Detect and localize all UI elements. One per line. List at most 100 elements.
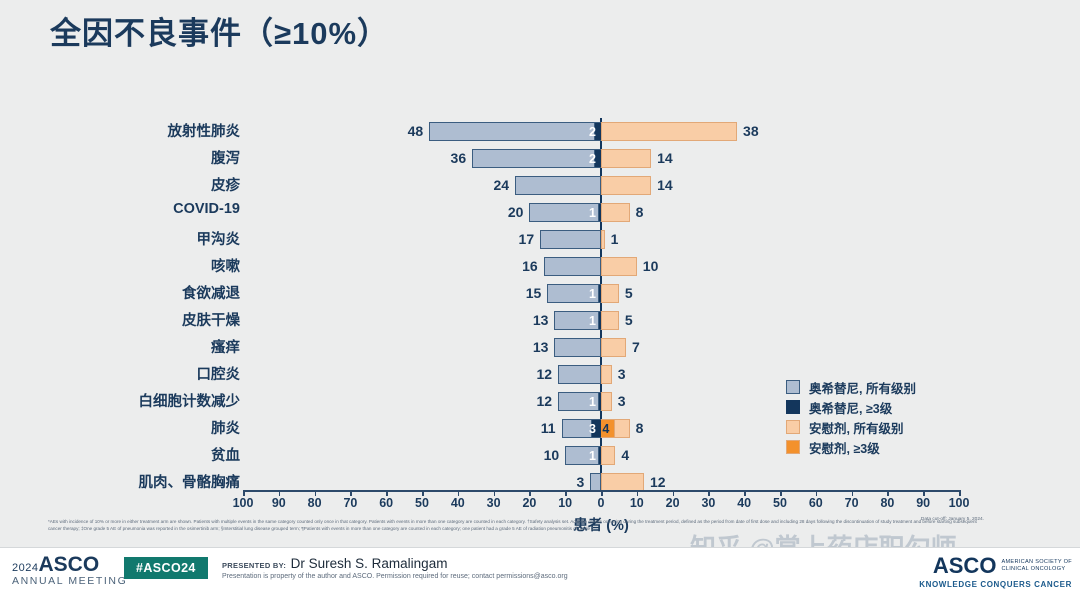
bar-value-osimertinib-total: 12 <box>536 366 553 382</box>
page-title: 全因不良事件（≥10%） <box>50 16 390 51</box>
legend-label: 安慰剂, ≥3级 <box>809 441 880 456</box>
axis-tick <box>422 490 424 496</box>
asco-year-line: 2024ASCO <box>12 554 127 575</box>
chart-row: 咳嗽 16 10 <box>0 253 1080 280</box>
category-label: 放射性肺炎 <box>167 124 241 140</box>
asco-year: 2024 <box>12 562 39 574</box>
bar-osimertinib: 2 <box>429 122 602 141</box>
presented-by: PRESENTED BY: Dr Suresh S. Ramalingam <box>222 555 447 573</box>
bar-placebo <box>601 311 619 330</box>
axis-tick <box>780 490 782 496</box>
bar-value-placebo-total: 8 <box>635 204 644 220</box>
category-label: 肺炎 <box>211 421 240 437</box>
bar-value-osimertinib-total: 3 <box>576 474 585 490</box>
bar-osimertinib: 1 <box>558 392 602 411</box>
bar-value-osimertinib-total: 36 <box>450 150 467 166</box>
axis-tick-label: 70 <box>343 496 358 510</box>
bar-value-placebo-total: 38 <box>743 123 759 139</box>
bar-value-osimertinib-total: 16 <box>522 258 538 274</box>
category-label: 甲沟炎 <box>196 232 241 248</box>
bar-placebo <box>601 257 637 276</box>
chart-row: 甲沟炎 17 1 <box>0 226 1080 253</box>
bar-osimertinib <box>543 257 601 276</box>
bar-value-placebo-severe: 4 <box>602 421 610 436</box>
chart-row: 白细胞计数减少 1 12 3 <box>0 388 1080 415</box>
bar-osimertinib <box>540 230 601 249</box>
presenter-name: Dr Suresh S. Ramalingam <box>290 556 448 571</box>
bar-value-placebo-total: 4 <box>621 447 630 463</box>
axis-tick <box>386 490 388 496</box>
axis-tick-label: 40 <box>450 496 465 510</box>
axis-tick-label: 90 <box>916 496 931 510</box>
tornado-chart: 放射性肺炎 2 48 38 腹泻 2 36 14 皮疹 24 14 COVID-19 1 20 8 甲沟炎 17… <box>0 118 1080 518</box>
bar-value-placebo-total: 5 <box>624 312 633 328</box>
bar-placebo-grade3plus <box>600 420 615 437</box>
bar-value-placebo-total: 5 <box>624 285 633 301</box>
bar-placebo <box>601 284 619 303</box>
bar-placebo <box>601 338 627 357</box>
axis-tick-label: 10 <box>558 496 573 510</box>
bar-placebo <box>601 365 612 384</box>
category-label: 皮肤干燥 <box>182 313 240 329</box>
axis-tick-label: 50 <box>773 496 787 510</box>
category-label: 贫血 <box>211 448 240 464</box>
bar-value-osimertinib-total: 10 <box>543 447 560 463</box>
bar-value-osimertinib-severe: 1 <box>589 313 596 328</box>
chart-row: 食欲减退 1 15 5 <box>0 280 1080 307</box>
legend-item-osimertinib-all-grades: 奥希替尼, 所有级别 <box>786 378 1016 396</box>
axis-tick-label: 80 <box>307 496 322 510</box>
asco-annual-meeting-label: ANNUAL MEETING <box>12 575 128 587</box>
category-label: 咳嗽 <box>211 259 240 275</box>
asco-meeting-logo: 2024ASCO ANNUAL MEETING <box>12 554 127 587</box>
bar-value-osimertinib-severe: 2 <box>589 124 596 139</box>
axis-tick <box>815 490 818 496</box>
axis-tick <box>278 490 281 496</box>
axis-tick-label: 100 <box>232 496 254 510</box>
bar-value-osimertinib-severe: 1 <box>589 448 596 463</box>
bar-value-osimertinib-total: 15 <box>525 285 542 301</box>
asco-wordmark: ASCO <box>38 553 100 576</box>
bar-value-osimertinib-severe: 1 <box>589 286 596 301</box>
legend-item-placebo-all-grades: 安慰剂, 所有级别 <box>786 418 1016 436</box>
legend-label: 安慰剂, 所有级别 <box>809 421 904 436</box>
axis-tick-label: 60 <box>808 496 823 510</box>
chart-row: 放射性肺炎 2 48 38 <box>0 118 1080 145</box>
bar-placebo <box>601 176 652 195</box>
chart-legend: 奥希替尼, 所有级别奥希替尼, ≥3级 安慰剂, 所有级别 安慰剂, ≥3级 <box>786 378 1016 458</box>
axis-tick-label: 60 <box>379 496 394 510</box>
bar-value-osimertinib-total: 24 <box>493 177 510 193</box>
bar-value-osimertinib-total: 12 <box>536 393 553 409</box>
center-axis-line <box>600 118 602 492</box>
bar-value-osimertinib-severe: 3 <box>589 421 596 436</box>
axis-tick <box>350 490 352 496</box>
chart-row: 皮肤干燥 1 13 5 <box>0 307 1080 334</box>
axis-tick <box>672 490 675 496</box>
bar-osimertinib: 1 <box>565 446 602 465</box>
bar-osimertinib-grade3plus <box>597 285 602 302</box>
bar-value-osimertinib-total: 17 <box>518 231 535 247</box>
bar-placebo <box>601 122 738 141</box>
axis-tick <box>887 490 889 496</box>
bar-placebo <box>601 446 616 465</box>
axis-tick <box>601 490 603 496</box>
axis-tick <box>529 490 531 496</box>
chart-row: 腹泻 2 36 14 <box>0 145 1080 172</box>
axis-tick-label: 90 <box>271 496 286 510</box>
bar-value-osimertinib-total: 13 <box>532 339 549 355</box>
bar-placebo <box>601 230 605 249</box>
legend-label: 奥希替尼, ≥3级 <box>809 401 893 416</box>
axis-tick <box>923 490 925 496</box>
bar-value-osimertinib-total: 13 <box>532 312 549 328</box>
axis-tick-label: 30 <box>701 496 716 510</box>
category-label: 瘙痒 <box>211 340 240 356</box>
bar-value-placebo-total: 14 <box>657 177 673 193</box>
bar-osimertinib: 1 <box>529 203 602 222</box>
x-axis: 100 90 80 70 60 50 40 30 20 10 0 10 20 30 40 50 60 70 80 90… <box>0 490 1080 534</box>
chart-row: 皮疹 24 14 <box>0 172 1080 199</box>
bar-osimertinib-grade3plus <box>597 393 602 410</box>
bar-placebo <box>601 149 652 168</box>
bar-osimertinib <box>558 365 601 384</box>
axis-tick-label: 20 <box>522 496 537 510</box>
category-label: 口腔炎 <box>196 367 241 383</box>
bar-osimertinib-grade3plus <box>590 420 602 437</box>
